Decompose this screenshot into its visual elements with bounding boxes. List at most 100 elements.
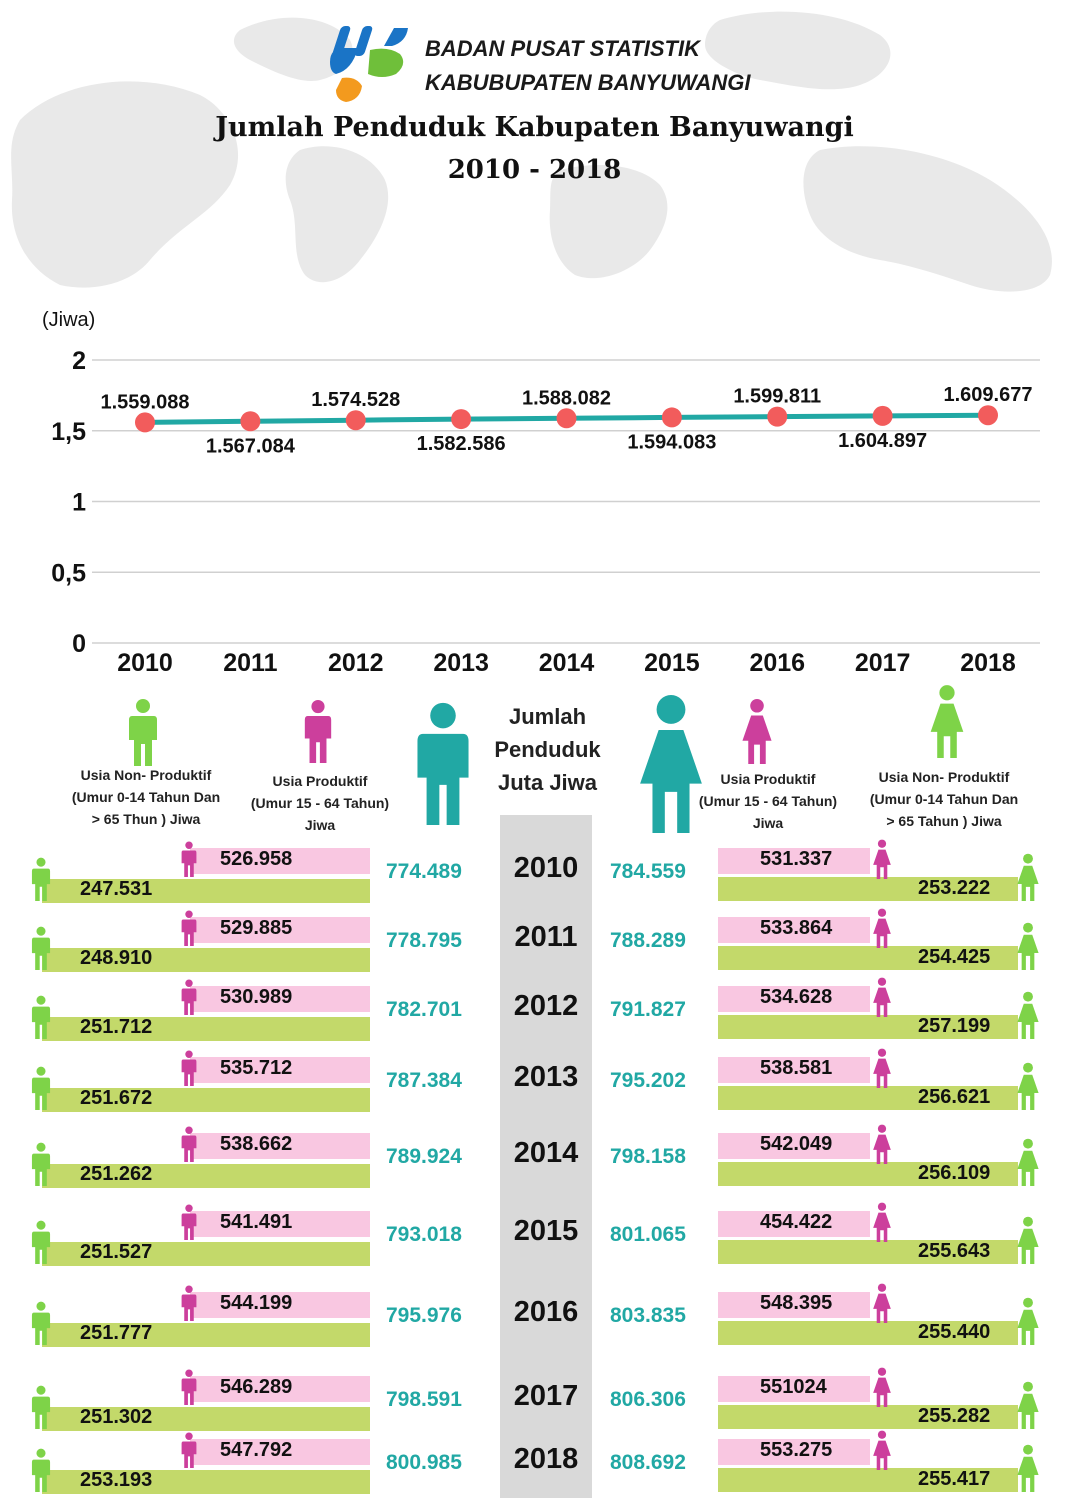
- female-productive-bar: [718, 917, 870, 943]
- table-row: 538.662 251.262 789.924 2014 798.158 542.049 2…: [0, 1124, 1069, 1201]
- female-nonproductive-value: 253.222: [918, 877, 991, 899]
- legend-female-nonproductive: Usia Non- Produktif (Umur 0-14 Tahun Dan >…: [846, 766, 1042, 832]
- data-point: [978, 405, 998, 426]
- legend-line: Penduduk: [494, 737, 601, 762]
- female-icon: [1016, 852, 1040, 902]
- male-total-value: 774.489: [386, 860, 462, 883]
- bps-logo-icon: [330, 26, 408, 102]
- male-nonproductive-value: 247.531: [80, 878, 153, 900]
- year-label: 2014: [513, 1137, 579, 1169]
- male-icon: [30, 1298, 52, 1348]
- male-icon: [180, 976, 198, 1018]
- female-icon: [872, 1429, 892, 1471]
- year-label: 2010: [513, 852, 579, 884]
- legend-line: (Umur 15 - 64 Tahun): [698, 793, 838, 809]
- male-icon: [30, 1139, 52, 1189]
- male-nonproductive-bar: [42, 1242, 370, 1266]
- data-label: 1.574.528: [311, 389, 400, 411]
- male-total-value: 787.384: [386, 1069, 462, 1092]
- male-productive-bar: [190, 1292, 370, 1318]
- data-point: [661, 407, 682, 428]
- year-label: 2017: [513, 1380, 579, 1412]
- female-productive-value: 533.864: [760, 917, 833, 939]
- female-nonproductive-bar: [718, 1240, 1018, 1264]
- male-nonproductive-bar: [42, 1407, 370, 1431]
- x-tick-label: 2016: [749, 649, 805, 677]
- male-productive-value: 546.289: [220, 1376, 293, 1398]
- male-nonproductive-value: 251.527: [80, 1241, 153, 1263]
- x-tick-label: 2011: [223, 649, 277, 677]
- female-icon: [1016, 921, 1040, 971]
- data-label: 1.588.082: [522, 387, 611, 409]
- male-icon: [180, 1123, 198, 1165]
- male-total-value: 789.924: [386, 1145, 462, 1168]
- male-icon: [180, 907, 198, 949]
- x-tick-label: 2017: [855, 649, 911, 677]
- female-productive-value: 534.628: [760, 986, 833, 1008]
- female-productive-value: 531.337: [760, 848, 833, 870]
- female-icon: [1016, 990, 1040, 1040]
- male-icon: [180, 838, 198, 880]
- male-nonproductive-value: 251.672: [80, 1087, 153, 1109]
- female-icon: [872, 1047, 892, 1089]
- org-line-1: BADAN PUSAT STATISTIK: [425, 36, 700, 61]
- male-nonproductive-bar: [42, 1164, 370, 1188]
- female-icon: [1016, 1137, 1040, 1187]
- male-nonproductive-bar: [42, 1088, 370, 1112]
- female-nonproductive-value: 254.425: [918, 946, 991, 968]
- x-tick-label: 2010: [117, 649, 173, 677]
- male-total-value: 793.018: [386, 1223, 462, 1246]
- x-tick-label: 2018: [960, 649, 1016, 677]
- female-icon: [930, 685, 964, 758]
- male-nonproductive-value: 251.712: [80, 1016, 153, 1038]
- data-label: 1.599.811: [733, 386, 821, 408]
- year-label: 2012: [513, 990, 579, 1022]
- data-point: [240, 411, 261, 432]
- data-point: [767, 406, 788, 427]
- female-total-value: 801.065: [610, 1223, 686, 1246]
- male-icon: [304, 699, 332, 763]
- male-total-value: 778.795: [386, 929, 462, 952]
- male-productive-value: 535.712: [220, 1057, 293, 1079]
- female-productive-value: 551024: [760, 1376, 827, 1398]
- data-label: 1.582.586: [417, 433, 506, 455]
- female-total-value: 806.306: [610, 1388, 686, 1411]
- male-nonproductive-value: 251.262: [80, 1163, 153, 1185]
- y-tick-label: 0: [72, 630, 86, 658]
- male-icon: [180, 1047, 198, 1089]
- female-productive-value: 553.275: [760, 1439, 833, 1461]
- female-total-value: 791.827: [610, 998, 686, 1021]
- female-nonproductive-value: 257.199: [918, 1015, 991, 1037]
- year-label: 2015: [513, 1215, 579, 1247]
- male-productive-bar: [190, 1211, 370, 1237]
- y-tick-label: 0,5: [51, 559, 86, 587]
- legend-line: Jiwa: [752, 815, 784, 831]
- male-productive-value: 526.958: [220, 848, 293, 870]
- male-productive-value: 547.792: [220, 1439, 293, 1461]
- female-icon: [872, 976, 892, 1018]
- male-nonproductive-bar: [42, 1470, 370, 1494]
- org-line-2: KABUBUPATEN BANYUWANGI: [425, 70, 751, 95]
- female-productive-bar: [718, 986, 870, 1012]
- male-icon: [180, 1282, 198, 1324]
- table-row: 529.885 248.910 778.795 2011 788.289 533.864 2…: [0, 908, 1069, 985]
- male-icon: [30, 992, 52, 1042]
- male-productive-value: 530.989: [220, 986, 293, 1008]
- legend-line: Usia Produktif: [720, 771, 816, 787]
- male-productive-bar: [190, 848, 370, 874]
- male-icon: [30, 1445, 52, 1495]
- legend-line: Usia Non- Produktif: [80, 767, 212, 783]
- female-nonproductive-value: 255.643: [918, 1240, 991, 1262]
- data-point: [135, 412, 155, 433]
- x-tick-label: 2012: [328, 649, 384, 677]
- male-icon: [129, 699, 157, 766]
- female-icon: [1016, 1215, 1040, 1265]
- male-icon: [30, 1063, 52, 1113]
- female-icon: [1016, 1296, 1040, 1346]
- male-productive-value: 544.199: [220, 1292, 293, 1314]
- male-nonproductive-value: 248.910: [80, 947, 153, 969]
- x-tick-label: 2013: [433, 649, 489, 677]
- female-nonproductive-value: 256.621: [918, 1086, 991, 1108]
- female-nonproductive-value: 256.109: [918, 1162, 991, 1184]
- female-nonproductive-bar: [718, 1405, 1018, 1429]
